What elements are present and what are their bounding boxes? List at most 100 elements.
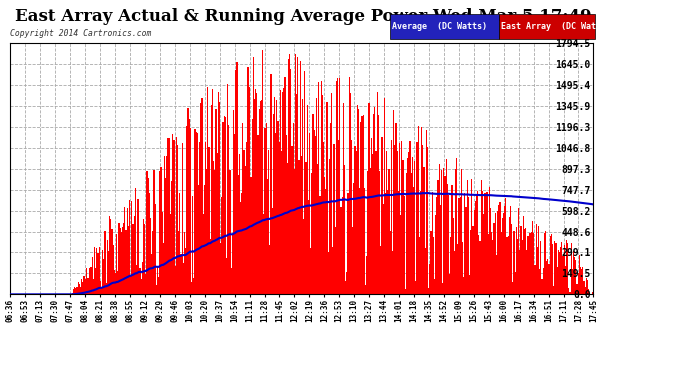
Bar: [408, 152, 409, 294]
Bar: [220, 243, 221, 294]
Bar: [179, 194, 180, 294]
Bar: [246, 142, 247, 294]
Bar: [74, 287, 75, 294]
Bar: [564, 266, 566, 294]
Bar: [510, 207, 511, 294]
Bar: [291, 146, 293, 294]
Bar: [476, 195, 477, 294]
Bar: [108, 252, 109, 294]
Bar: [351, 140, 352, 294]
Bar: [378, 115, 379, 294]
Bar: [115, 273, 116, 294]
Bar: [394, 145, 395, 294]
Bar: [482, 191, 483, 294]
Bar: [473, 210, 475, 294]
Bar: [480, 242, 481, 294]
Bar: [569, 292, 571, 294]
Bar: [227, 84, 228, 294]
Bar: [240, 202, 241, 294]
Bar: [197, 133, 198, 294]
Bar: [484, 193, 485, 294]
Bar: [214, 170, 215, 294]
Bar: [212, 89, 213, 294]
Bar: [175, 266, 176, 294]
Bar: [365, 285, 366, 294]
Bar: [391, 140, 392, 294]
Bar: [85, 279, 86, 294]
Bar: [159, 171, 161, 294]
Bar: [401, 141, 402, 294]
Bar: [92, 279, 94, 294]
Bar: [315, 136, 316, 294]
Bar: [131, 201, 132, 294]
Bar: [210, 105, 212, 294]
Bar: [250, 177, 252, 294]
Bar: [200, 103, 201, 294]
Bar: [139, 268, 141, 294]
Bar: [253, 57, 254, 294]
Bar: [477, 191, 478, 294]
Bar: [357, 105, 358, 294]
Bar: [444, 176, 446, 294]
Bar: [275, 133, 276, 294]
Bar: [524, 229, 525, 294]
Bar: [413, 187, 414, 294]
Bar: [537, 247, 538, 294]
Bar: [466, 180, 468, 294]
Bar: [299, 61, 301, 294]
Bar: [581, 270, 582, 294]
Bar: [297, 57, 298, 294]
Bar: [422, 145, 424, 294]
Bar: [436, 196, 437, 294]
Bar: [150, 218, 151, 294]
Bar: [186, 126, 188, 294]
Bar: [331, 93, 333, 294]
Bar: [395, 123, 397, 294]
Bar: [164, 156, 165, 294]
Bar: [96, 248, 97, 294]
Bar: [344, 165, 345, 294]
Bar: [333, 144, 335, 294]
Bar: [564, 245, 565, 294]
Bar: [130, 276, 131, 294]
Bar: [259, 109, 260, 294]
Bar: [107, 240, 108, 294]
Bar: [264, 128, 266, 294]
Bar: [141, 262, 143, 294]
Bar: [101, 288, 102, 294]
Bar: [286, 135, 287, 294]
Bar: [542, 267, 544, 294]
Bar: [83, 276, 85, 294]
Bar: [455, 169, 456, 294]
Bar: [204, 185, 205, 294]
Bar: [462, 242, 463, 294]
Bar: [126, 230, 127, 294]
Bar: [181, 143, 183, 294]
Bar: [439, 164, 440, 294]
Text: Copyright 2014 Cartronics.com: Copyright 2014 Cartronics.com: [10, 29, 152, 38]
Bar: [112, 245, 114, 294]
Bar: [587, 280, 588, 294]
Bar: [337, 78, 338, 294]
Bar: [208, 147, 210, 294]
Bar: [261, 100, 262, 294]
Bar: [144, 224, 146, 294]
Bar: [335, 227, 336, 294]
Bar: [446, 184, 448, 294]
Bar: [457, 243, 458, 294]
Bar: [551, 234, 552, 294]
Bar: [283, 88, 284, 294]
Bar: [544, 232, 545, 294]
Bar: [201, 98, 203, 294]
Bar: [193, 278, 195, 294]
Bar: [255, 88, 256, 294]
Bar: [219, 102, 220, 294]
Bar: [372, 154, 373, 294]
Bar: [136, 265, 137, 294]
Bar: [549, 236, 551, 294]
Bar: [146, 171, 148, 294]
Bar: [205, 142, 206, 294]
Bar: [371, 138, 372, 294]
Bar: [415, 281, 416, 294]
Bar: [218, 92, 219, 294]
